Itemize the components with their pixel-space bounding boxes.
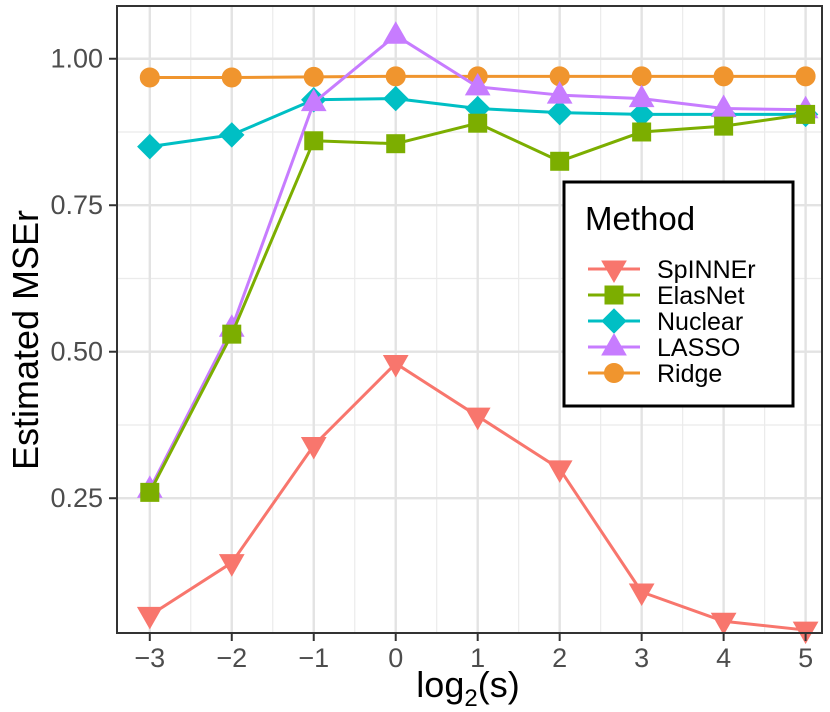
legend-label: Nuclear [657,308,743,336]
data-point-spinner [218,554,245,577]
x-axis: −3 −2 −1 0 1 2 3 4 5 [134,633,813,673]
data-point-nuclear [219,122,245,148]
data-point-elasnet [796,104,816,124]
x-tick-label: 2 [552,643,567,673]
x-axis-title: log2(s) [416,664,519,712]
data-point-lasso [710,94,737,118]
x-axis-title-subscript: 2 [464,685,477,712]
data-point-elasnet [222,324,242,344]
legend-item-lasso: LASSO [588,332,740,362]
data-point-nuclear [137,133,163,160]
data-point-lasso [300,88,327,112]
y-tick-label: 0.75 [50,190,103,220]
data-point-spinner [136,606,163,630]
legend-key-marker [601,332,627,356]
data-point-lasso [382,21,409,44]
data-point-ridge [713,66,734,87]
legend-item-elasnet: ElasNet [588,282,745,310]
data-point-spinner [464,407,491,431]
legend-label: SpINNEr [657,256,756,284]
x-tick-label: −1 [298,643,329,673]
data-point-spinner [546,460,573,483]
data-point-elasnet [632,122,652,142]
y-tick-label: 1.00 [50,44,103,74]
x-tick-label: 3 [634,643,649,673]
data-point-elasnet [140,482,160,502]
legend-item-ridge: Ridge [588,360,722,388]
data-point-spinner [300,436,327,460]
data-point-nuclear [546,99,573,126]
y-tick-label: 0.50 [50,337,103,367]
x-axis-title-tail: (s) [478,664,520,705]
series-layer [136,21,819,645]
legend-item-spinner: SpINNEr [588,256,756,284]
y-axis: 0.25 0.50 0.75 1.00 [50,44,117,513]
data-point-ridge [631,66,652,87]
data-point-elasnet [714,116,734,136]
data-point-nuclear [383,85,409,112]
data-point-ridge [139,67,160,88]
data-point-elasnet [550,151,570,171]
legend-key-marker [604,285,624,305]
x-tick-label: 5 [798,643,813,673]
data-point-spinner [382,354,409,378]
series-spinner [136,354,819,645]
x-axis-title-base: log [416,664,464,705]
data-point-spinner [710,612,737,636]
data-point-ridge [795,66,816,87]
series-elasnet [140,104,816,502]
legend-label: ElasNet [657,282,745,310]
data-point-elasnet [386,134,406,154]
legend-key-marker [601,260,627,284]
data-point-ridge [303,66,324,87]
x-tick-label: −2 [216,643,247,673]
data-point-elasnet [304,131,324,151]
data-point-lasso [628,84,655,108]
y-axis-title: Estimated MSEr [5,210,46,470]
x-tick-label: −3 [134,643,165,673]
legend-title: Method [585,200,695,237]
data-point-spinner [628,583,655,606]
x-tick-label: 1 [470,643,485,673]
data-point-elasnet [468,113,488,133]
x-tick-label: 0 [388,643,403,673]
data-point-lasso [464,72,491,96]
data-point-ridge [385,66,406,87]
data-point-lasso [546,81,573,104]
legend-key-marker [604,363,624,383]
data-point-ridge [221,67,242,88]
x-tick-label: 4 [716,643,731,673]
legend-label: LASSO [657,334,740,362]
legend-item-nuclear: Nuclear [588,308,743,336]
plot-panel-border [116,5,823,634]
legend-label: Ridge [657,360,722,388]
y-tick-label: 0.25 [50,483,103,513]
